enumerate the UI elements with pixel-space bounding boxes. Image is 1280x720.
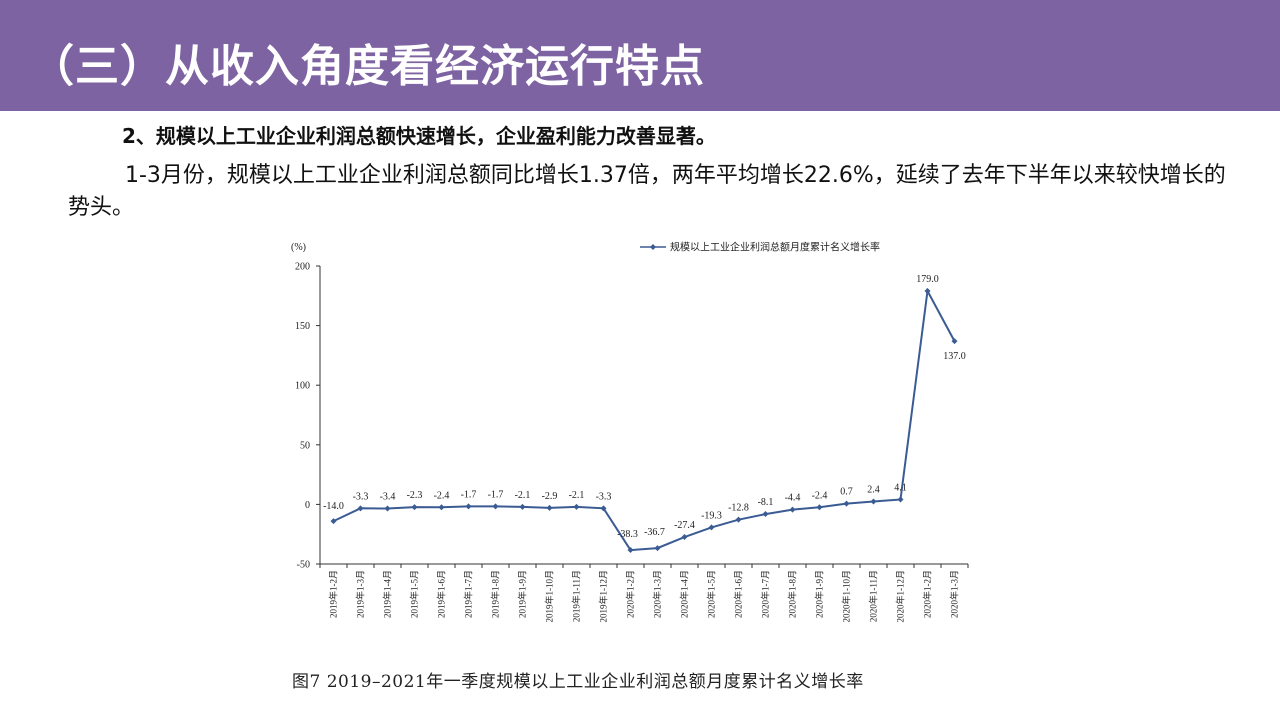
x-tick-label: 2020年1-4月 [679, 570, 690, 618]
data-point [627, 547, 634, 554]
x-tick-label: 2019年1-11月 [571, 570, 582, 622]
x-tick-label: 2020年1-2月 [625, 570, 636, 618]
x-tick-label: 2020年1-12月 [895, 570, 906, 623]
data-point [573, 503, 580, 510]
data-point [708, 524, 715, 531]
data-label: -19.3 [701, 510, 722, 521]
data-point [519, 503, 526, 510]
data-label: -38.3 [617, 529, 638, 540]
x-tick-label: 2020年1-10月 [841, 570, 852, 623]
x-tick-label: 2020年1-9月 [814, 570, 825, 618]
section-heading: 2、规模以上工业企业利润总额快速增长，企业盈利能力改善显著。 [122, 124, 716, 148]
x-tick-label: 2019年1-8月 [490, 570, 501, 618]
legend-label: 规模以上工业企业利润总额月度累计名义增长率 [670, 241, 880, 254]
data-point [843, 500, 850, 507]
data-point [384, 505, 391, 512]
series-line [333, 287, 956, 552]
x-tick-label: 2019年1-4月 [382, 570, 393, 618]
data-label: -1.7 [461, 489, 477, 500]
data-label: 0.7 [840, 487, 853, 498]
data-point [438, 504, 445, 511]
data-label: -2.1 [515, 490, 531, 501]
y-tick-label: 150 [295, 321, 310, 332]
series-markers [330, 288, 958, 554]
x-tick-label: 2020年1-3月 [949, 570, 960, 618]
x-tick-label: 2019年1-5月 [409, 570, 420, 618]
data-label: -2.4 [434, 490, 450, 501]
x-tick-label: 2019年1-9月 [517, 570, 528, 618]
y-tick-label: 50 [300, 440, 310, 451]
data-point [600, 505, 607, 512]
data-point [951, 338, 958, 345]
x-tick-label: 2019年1-3月 [355, 570, 366, 618]
data-label: -3.3 [596, 491, 612, 502]
data-label: 4.1 [894, 483, 907, 494]
data-point [546, 504, 553, 511]
data-point [411, 504, 418, 511]
body-paragraph: 1-3月份，规模以上工业企业利润总额同比增长1.37倍，两年平均增长22.6%，… [68, 163, 1226, 220]
data-point [654, 545, 661, 552]
x-tick-label: 2019年1-7月 [463, 570, 474, 618]
y-unit-label: (%) [291, 242, 306, 253]
y-tick-label: 100 [295, 381, 310, 392]
data-point [330, 518, 337, 525]
x-tick-label: 2020年1-3月 [652, 570, 663, 618]
data-label: -3.3 [353, 491, 369, 502]
data-point [789, 506, 796, 513]
data-point [681, 534, 688, 541]
x-tick-label: 2019年1-12月 [598, 570, 609, 623]
x-tick-label: 2020年1-8月 [787, 570, 798, 618]
x-tick-label: 2020年1-6月 [733, 570, 744, 618]
figure-caption: 图7 2019–2021年一季度规模以上工业企业利润总额月度累计名义增长率 [292, 672, 864, 692]
data-labels: -14.0 -3.3 -3.4 -2.3 -2.4 -1.7 -1.7 -2.1 -2.9 -2.… [323, 274, 966, 540]
data-label: -27.4 [674, 520, 695, 531]
data-label: -14.0 [323, 501, 344, 512]
data-label: -2.9 [542, 491, 558, 502]
data-label: -36.7 [644, 527, 665, 538]
y-axis-ticks: -50 0 50 100 150 200 [295, 262, 320, 571]
data-point [735, 516, 742, 523]
slide-title: （三）从收入角度看经济运行特点 [30, 41, 705, 92]
x-tick-label: 2020年1-5月 [706, 570, 717, 618]
data-point [357, 505, 364, 512]
data-label: -12.8 [728, 503, 749, 514]
data-point [762, 511, 769, 518]
x-tick-label: 2019年1-10月 [544, 570, 555, 623]
data-label: -2.3 [407, 490, 423, 501]
title-bar: （三）从收入角度看经济运行特点 [0, 0, 1280, 111]
data-label: 179.0 [916, 274, 939, 285]
data-label: -1.7 [488, 489, 504, 500]
data-label: 137.0 [943, 351, 966, 362]
data-label: -2.4 [812, 490, 828, 501]
x-tick-label: 2020年1-7月 [760, 570, 771, 618]
x-tick-label: 2020年1-11月 [868, 570, 879, 622]
data-point [897, 496, 904, 503]
y-tick-label: 200 [295, 262, 310, 273]
data-point [924, 288, 931, 295]
y-tick-label: -50 [297, 560, 310, 571]
data-point [816, 504, 823, 511]
x-tick-label: 2020年1-2月 [922, 570, 933, 618]
data-label: -4.4 [785, 493, 801, 504]
data-point [465, 503, 472, 510]
data-label: -8.1 [758, 497, 774, 508]
chart-legend: 规模以上工业企业利润总额月度累计名义增长率 [640, 241, 880, 254]
x-tick-label: 2019年1-2月 [328, 570, 339, 618]
y-tick-label: 0 [305, 500, 310, 511]
data-point [870, 498, 877, 505]
data-label: -2.1 [569, 490, 585, 501]
legend-marker [650, 244, 656, 250]
chart-axes [319, 266, 968, 565]
data-point [492, 503, 499, 510]
data-label: 2.4 [867, 485, 880, 496]
x-axis-ticks: 2019年1-2月 2019年1-3月 2019年1-4月 2019年1-5月 2019… [319, 564, 969, 623]
data-label: -3.4 [380, 491, 396, 502]
x-tick-label: 2019年1-6月 [436, 570, 447, 618]
